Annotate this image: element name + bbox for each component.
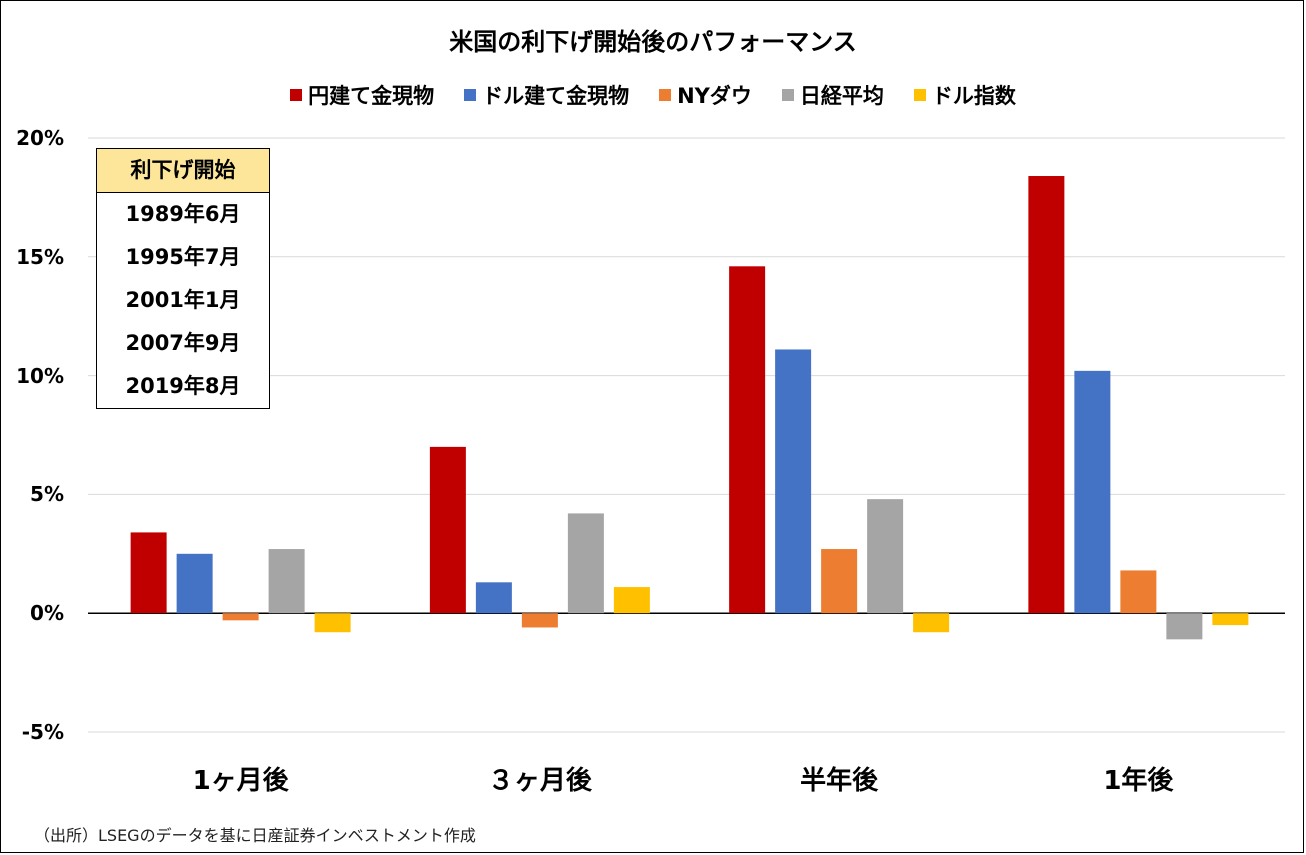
legend-label-0: 円建て金現物 <box>308 84 435 108</box>
bar-series-4-cat-3 <box>1212 613 1249 626</box>
legend-swatch-2 <box>659 89 672 101</box>
rate-cut-date: 2001年1月 <box>125 288 241 312</box>
x-category-label: 1ヶ月後 <box>192 766 289 796</box>
bar-series-0-cat-3 <box>1028 176 1065 614</box>
rate-cut-date: 1989年6月 <box>125 202 241 226</box>
legend-label-3: 日経平均 <box>799 84 884 108</box>
legend-swatch-1 <box>464 89 477 101</box>
bar-series-3-cat-2 <box>867 499 904 614</box>
x-category-label: ３ヶ月後 <box>487 766 592 796</box>
bar-series-1-cat-0 <box>176 553 213 614</box>
legend-swatch-4 <box>913 89 926 101</box>
bar-series-3-cat-0 <box>268 549 305 614</box>
rate-cut-start-header: 利下げ開始 <box>97 149 269 193</box>
bar-series-2-cat-0 <box>222 613 259 621</box>
x-category-label: 1年後 <box>1103 766 1174 796</box>
source-note: （出所）LSEGのデータを基に日産証券インベストメント作成 <box>34 826 476 845</box>
legend-item-0: 円建て金現物 <box>290 80 434 110</box>
bar-series-4-cat-1 <box>613 587 650 614</box>
bar-series-1-cat-1 <box>475 582 512 614</box>
rate-cut-date: 1995年7月 <box>125 245 241 269</box>
rate-cut-start-box: 利下げ開始 1989年6月 1995年7月 2001年1月 2007年9月 20… <box>96 148 270 409</box>
legend-label-1: ドル建て金現物 <box>482 84 630 108</box>
y-tick-label: 10% <box>16 363 64 388</box>
legend-item-1: ドル建て金現物 <box>464 80 629 110</box>
bar-series-1-cat-2 <box>775 349 812 614</box>
bar-series-4-cat-0 <box>314 613 351 633</box>
y-tick-label: 20% <box>16 126 64 150</box>
y-tick-label: 15% <box>16 244 64 269</box>
y-tick-label: 5% <box>30 482 64 507</box>
bar-series-0-cat-1 <box>429 446 466 614</box>
bar-series-3-cat-1 <box>567 513 604 614</box>
bar-series-1-cat-3 <box>1074 370 1111 614</box>
chart-title: 米国の利下げ開始後のパフォーマンス <box>449 28 857 56</box>
bar-series-0-cat-0 <box>130 532 167 614</box>
y-tick-label: 0% <box>30 601 64 626</box>
legend-label-4: ドル指数 <box>931 84 1016 108</box>
legend-label-2: NYダウ <box>677 84 752 108</box>
legend-item-2: NYダウ <box>659 80 752 110</box>
rate-cut-date: 2007年9月 <box>125 331 241 355</box>
bar-series-2-cat-1 <box>521 613 558 628</box>
x-category-label: 半年後 <box>800 766 879 796</box>
bar-series-2-cat-3 <box>1120 570 1157 614</box>
legend-swatch-3 <box>781 89 794 101</box>
bar-series-4-cat-2 <box>913 613 950 633</box>
y-tick-label: -5% <box>21 720 64 744</box>
legend-item-3: 日経平均 <box>781 80 884 110</box>
rate-cut-date: 2019年8月 <box>125 374 241 398</box>
legend-item-4: ドル指数 <box>913 80 1016 110</box>
chart-legend: 円建て金現物 ドル建て金現物 NYダウ 日経平均 ドル指数 <box>0 80 1306 110</box>
bar-series-2-cat-2 <box>821 549 858 614</box>
legend-swatch-0 <box>290 89 303 101</box>
bar-series-3-cat-3 <box>1166 613 1203 640</box>
bar-series-0-cat-2 <box>729 266 766 614</box>
